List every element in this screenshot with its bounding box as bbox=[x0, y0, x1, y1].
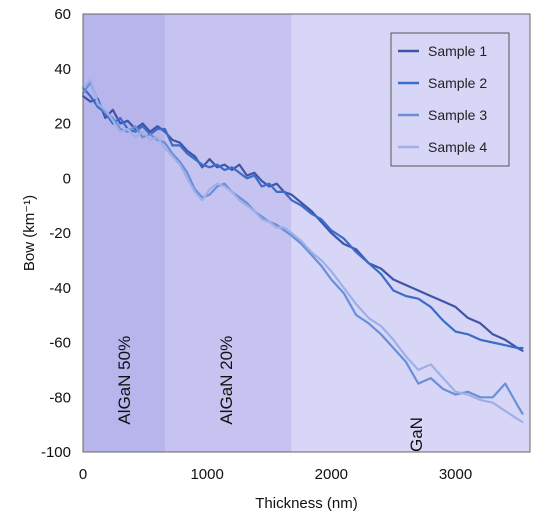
series-lines bbox=[81, 78, 524, 423]
x-tick-label: 1000 bbox=[190, 466, 223, 483]
region-label-3: GaN bbox=[407, 417, 426, 452]
legend-label: Sample 2 bbox=[428, 75, 487, 91]
legend-label: Sample 4 bbox=[428, 139, 487, 155]
region-labels: AlGaN 50% AlGaN 20% GaN bbox=[115, 336, 426, 452]
legend-label: Sample 3 bbox=[428, 107, 487, 123]
x-tick-label: 0 bbox=[79, 466, 87, 483]
y-tick-label: -40 bbox=[49, 280, 71, 297]
y-tick-label: 20 bbox=[54, 116, 71, 133]
x-tick-label: 3000 bbox=[439, 466, 472, 483]
region-band-2 bbox=[164, 14, 292, 452]
region-label-1: AlGaN 50% bbox=[115, 336, 134, 425]
legend: Sample 1 Sample 2 Sample 3 Sample 4 bbox=[390, 32, 510, 167]
plot-frame bbox=[82, 13, 531, 453]
y-axis-title: Bow (km⁻¹) bbox=[21, 195, 38, 271]
series-line-sample-1 bbox=[81, 95, 524, 352]
y-tick-label: 40 bbox=[54, 61, 71, 78]
legend-label: Sample 1 bbox=[428, 43, 487, 59]
y-tick-label: -100 bbox=[41, 444, 71, 461]
y-tick-labels: 60 40 20 0 -20 -40 -60 -80 -100 bbox=[41, 6, 71, 461]
x-axis-title: Thickness (nm) bbox=[255, 495, 358, 512]
y-tick-label: 60 bbox=[54, 6, 71, 23]
legend-box bbox=[390, 32, 510, 167]
series-line-sample-2 bbox=[81, 86, 524, 350]
x-tick-labels: 0 1000 2000 3000 bbox=[79, 466, 472, 483]
series-line-sample-4 bbox=[81, 78, 524, 423]
y-tick-label: -60 bbox=[49, 335, 71, 352]
y-tick-label: -80 bbox=[49, 389, 71, 406]
series-line-sample-3 bbox=[81, 81, 524, 415]
region-label-2: AlGaN 20% bbox=[217, 336, 236, 425]
x-tick-label: 2000 bbox=[315, 466, 348, 483]
region-band-1 bbox=[83, 14, 165, 452]
y-tick-label: -20 bbox=[49, 225, 71, 242]
y-tick-label: 0 bbox=[63, 170, 71, 187]
